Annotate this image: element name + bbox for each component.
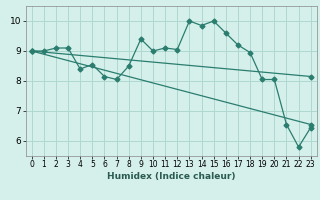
X-axis label: Humidex (Indice chaleur): Humidex (Indice chaleur) [107, 172, 236, 181]
